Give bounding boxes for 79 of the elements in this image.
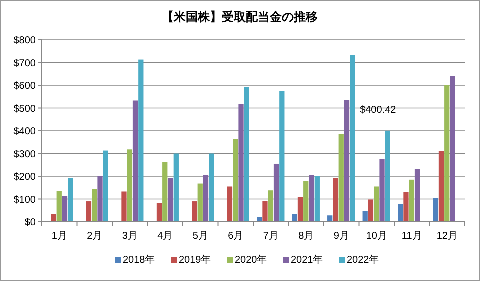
bar [227, 186, 233, 222]
bar [233, 139, 238, 222]
bar [433, 198, 438, 222]
bar [238, 104, 244, 222]
bar [56, 191, 62, 222]
bar [438, 151, 444, 222]
bar [86, 202, 92, 222]
bar [314, 176, 320, 222]
bar [244, 87, 250, 222]
y-tick-label: $600 [14, 81, 36, 92]
bar [409, 180, 414, 222]
bar [68, 178, 74, 222]
bar [344, 100, 350, 222]
y-tick-label: $500 [14, 104, 36, 115]
x-tick-label: 5月 [192, 231, 208, 242]
bar [98, 176, 103, 222]
x-tick-label: 8月 [298, 231, 314, 242]
bar [156, 203, 162, 222]
y-tick-label: $400 [14, 126, 36, 138]
bar [274, 164, 280, 222]
y-tick-label: $700 [14, 58, 36, 70]
bar [280, 91, 285, 222]
bar [162, 162, 168, 222]
legend-label: 2022年 [347, 254, 380, 266]
legend-label: 2018年 [123, 254, 156, 266]
bar [209, 154, 214, 222]
bar [132, 100, 138, 222]
bar [328, 216, 333, 222]
bar [385, 130, 390, 222]
x-tick-label: 7月 [263, 231, 279, 242]
bar [192, 202, 198, 222]
legend-label: 2021年 [291, 254, 324, 266]
x-tick-label: 12月 [436, 231, 458, 242]
x-tick-label: 1月 [52, 231, 68, 242]
bar [374, 186, 380, 222]
bar [203, 175, 209, 222]
bar [450, 76, 456, 222]
y-tick-label: $300 [14, 149, 36, 160]
y-tick-label: $100 [14, 194, 36, 206]
bar [92, 189, 98, 222]
bar [62, 196, 68, 222]
bar [168, 178, 174, 222]
bar [138, 60, 144, 222]
x-tick-label: 3月 [122, 231, 138, 242]
legend-label: 2020年 [235, 254, 268, 266]
bar [127, 150, 132, 222]
bar [298, 197, 304, 222]
bar [398, 204, 404, 222]
bar [444, 86, 450, 222]
bar [368, 200, 374, 222]
bar [350, 55, 356, 222]
chart-title: 【米国株】受取配当金の推移 [162, 10, 318, 24]
x-tick-label: 10月 [366, 231, 388, 242]
x-tick-label: 11月 [402, 231, 422, 242]
legend-label: 2019年 [179, 254, 212, 266]
bar [404, 192, 409, 222]
bar [51, 214, 56, 222]
bar [198, 184, 203, 222]
y-tick-label: $800 [14, 36, 36, 46]
bar [304, 182, 309, 222]
bar [362, 211, 368, 222]
bar [292, 214, 298, 222]
x-tick-label: 9月 [334, 231, 350, 242]
x-tick-label: 2月 [87, 231, 103, 242]
y-tick-label: $0 [24, 218, 36, 228]
bar [380, 159, 385, 222]
bar [309, 175, 314, 222]
bar [174, 154, 179, 222]
bar [333, 178, 338, 222]
x-tick-label: 4月 [158, 231, 174, 242]
y-tick-label: $200 [14, 172, 36, 183]
bar [338, 134, 344, 222]
bar [262, 201, 268, 222]
bar [268, 190, 274, 222]
x-tick-label: 6月 [228, 231, 244, 242]
bar [414, 169, 420, 222]
bar [103, 150, 108, 222]
bar [122, 192, 127, 222]
data-label: $400.42 [360, 104, 397, 116]
